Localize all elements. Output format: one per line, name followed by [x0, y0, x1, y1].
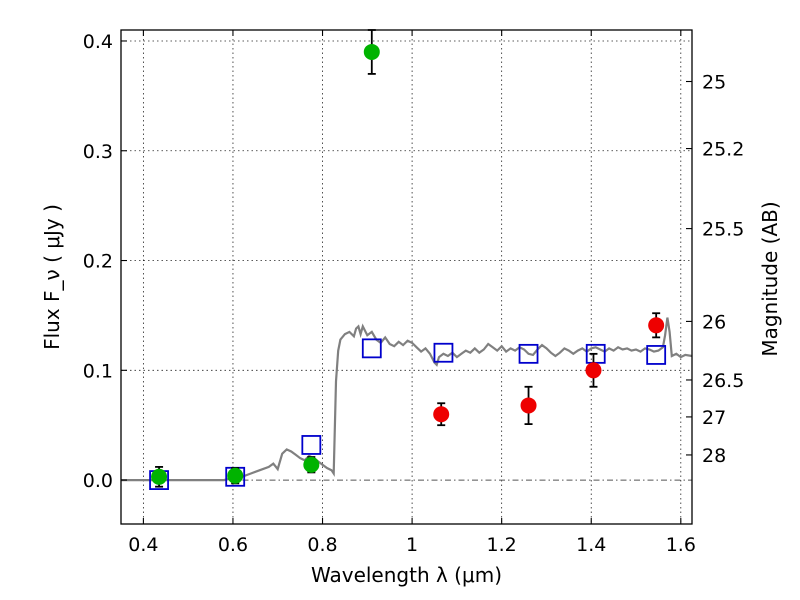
observed-flux-point — [363, 43, 380, 60]
model-flux-square — [301, 435, 322, 455]
right-tick-label: 28 — [702, 445, 726, 467]
observed-flux-point — [520, 397, 537, 414]
observed-flux-point — [303, 456, 320, 473]
x-tick-label: 0.6 — [218, 534, 248, 556]
y-axis-label: Flux F_ν ( μJy ) — [40, 204, 64, 350]
x-tick-label: 1.6 — [666, 534, 696, 556]
y-tick-label: 0.4 — [83, 31, 113, 53]
model-flux-square — [518, 343, 539, 364]
observed-flux-point — [648, 317, 665, 334]
right-tick-label: 26 — [702, 311, 726, 333]
axis-ticks: 0.4 0.6 0.8 1 1.2 1.4 1.6 0.0 0.1 0.2 0.3 0.4 25 25.2… — [83, 30, 744, 556]
model-flux-square — [646, 345, 667, 365]
right-axis-label: Magnitude (AB) — [758, 201, 782, 356]
y-tick-label: 0.0 — [83, 470, 113, 492]
observed-flux-point — [585, 362, 602, 379]
model-spectrum-line — [121, 317, 693, 482]
plot-frame — [120, 29, 693, 525]
x-tick-label: 1 — [406, 534, 418, 556]
model-flux-square — [361, 338, 382, 359]
plot-series — [121, 29, 693, 490]
y-tick-label: 0.3 — [83, 141, 113, 163]
right-tick-label: 26.5 — [702, 370, 744, 392]
observed-flux-point — [151, 468, 168, 485]
observed-flux-point — [227, 467, 244, 484]
x-tick-label: 0.8 — [307, 534, 337, 556]
x-tick-label: 1.2 — [487, 534, 517, 556]
x-tick-label: 0.4 — [128, 534, 158, 556]
x-tick-label: 1.4 — [576, 534, 606, 556]
right-tick-label: 25.2 — [702, 139, 744, 161]
model-flux-square — [433, 342, 454, 363]
right-tick-label: 27 — [702, 407, 726, 429]
observed-flux-point — [433, 406, 450, 423]
right-tick-label: 25.5 — [702, 219, 744, 241]
y-tick-label: 0.1 — [83, 360, 113, 382]
y-tick-label: 0.2 — [83, 251, 113, 273]
x-axis-label: Wavelength λ (μm) — [311, 563, 502, 587]
grid — [121, 30, 692, 524]
right-tick-label: 25 — [702, 72, 726, 94]
